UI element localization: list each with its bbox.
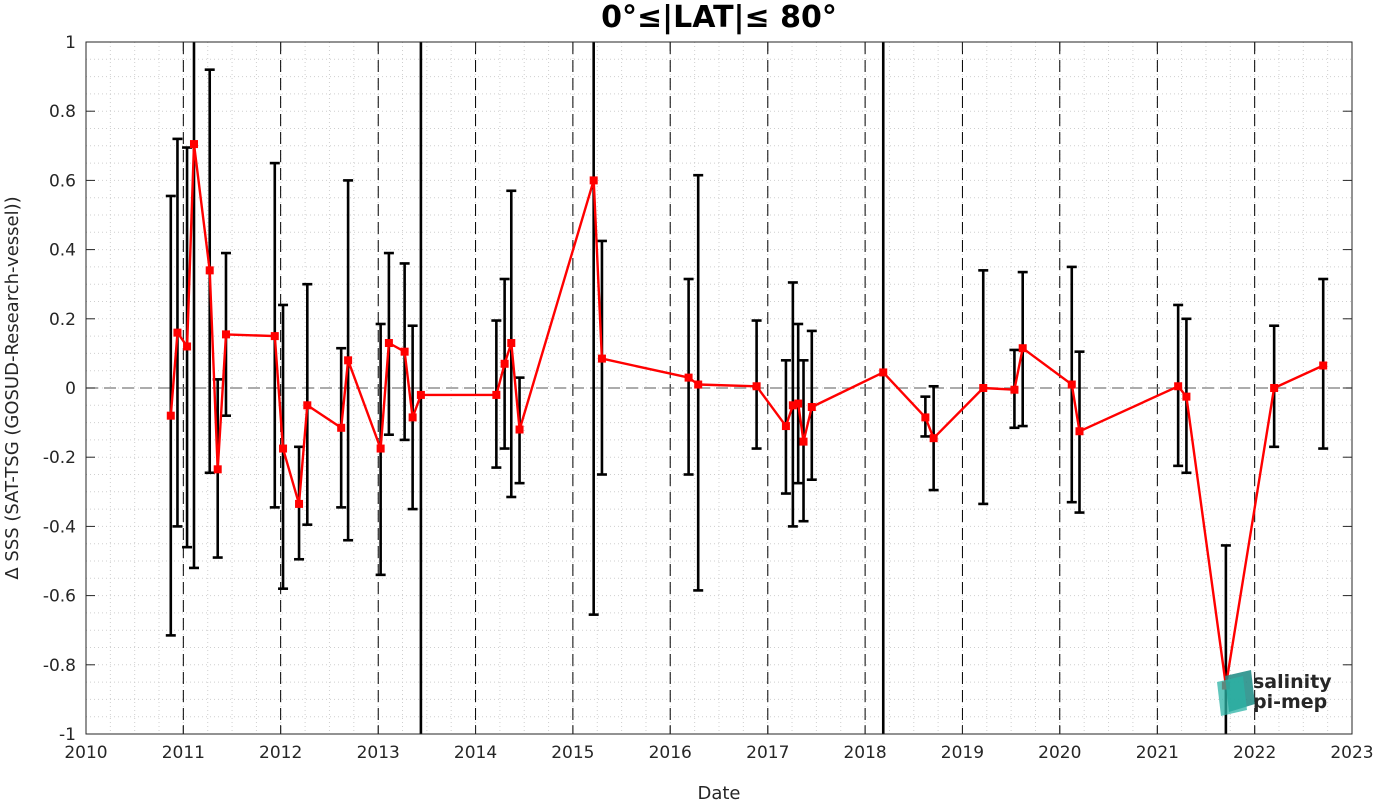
data-point-marker <box>807 403 816 412</box>
y-tick-label: 0.2 <box>49 310 76 330</box>
x-tick-label: 2014 <box>454 743 497 763</box>
x-tick-label: 2023 <box>1330 743 1373 763</box>
data-point-marker <box>337 423 346 432</box>
x-tick-label: 2013 <box>357 743 400 763</box>
y-tick-label: 0.6 <box>49 171 76 191</box>
data-point-marker <box>694 380 703 389</box>
data-point-marker <box>1270 384 1279 392</box>
x-axis-label: Date <box>697 783 740 801</box>
y-tick-label: -0.8 <box>43 656 76 676</box>
logo-text-line2: pi-mep <box>1253 691 1327 713</box>
axis-ticks: 2010 2011 2012 2013 2014 2015 2016 2017 2018 2019… <box>43 33 1374 763</box>
data-point-marker <box>500 359 509 368</box>
data-point-marker <box>1075 427 1084 436</box>
data-point-marker <box>303 401 312 410</box>
y-axis-label: Δ SSS (SAT-TSG (GOSUD-Research-vessel)) <box>2 196 23 579</box>
data-point-marker <box>384 339 393 348</box>
data-point-marker <box>921 413 930 422</box>
y-tick-label: -1 <box>59 725 76 745</box>
x-tick-label: 2016 <box>649 743 692 763</box>
data-point-marker <box>781 422 790 431</box>
data-point-marker <box>1174 382 1183 391</box>
data-point-marker <box>1018 344 1027 353</box>
data-point-marker <box>221 330 230 339</box>
x-tick-label: 2011 <box>162 743 205 763</box>
y-tick-label: -0.2 <box>43 448 76 468</box>
data-point-marker <box>684 373 693 382</box>
logo-glyph-front <box>1217 676 1247 716</box>
data-point-marker <box>270 332 279 341</box>
data-point-marker <box>1182 392 1191 401</box>
x-tick-label: 2021 <box>1136 743 1179 763</box>
y-tick-label: 0 <box>65 379 76 399</box>
data-point-marker <box>344 356 353 365</box>
data-point-marker <box>879 368 888 377</box>
data-point-marker <box>376 444 385 453</box>
data-point-marker <box>929 434 938 443</box>
data-point-marker <box>799 437 808 446</box>
data-point-marker <box>515 425 524 434</box>
data-point-marker <box>1010 385 1019 394</box>
y-tick-label: 0.8 <box>49 102 76 122</box>
data-point-marker <box>979 384 988 392</box>
data-point-marker <box>507 339 516 348</box>
x-tick-label: 2022 <box>1233 743 1276 763</box>
data-point-marker <box>166 411 175 420</box>
y-tick-label: 0.4 <box>49 241 76 261</box>
data-point-marker <box>492 390 501 399</box>
data-point-marker <box>794 399 803 408</box>
x-tick-label: 2019 <box>941 743 984 763</box>
salinity-pi-mep-logo: salinity pi-mep <box>1217 670 1332 716</box>
y-tick-label: 1 <box>65 33 76 53</box>
x-tick-label: 2015 <box>551 743 594 763</box>
y-tick-label: -0.6 <box>43 587 76 607</box>
x-tick-label: 2020 <box>1038 743 1081 763</box>
data-point-marker <box>279 444 288 453</box>
chart-title: 0°≤|LAT|≤ 80° <box>601 0 837 35</box>
logo-text-line1: salinity <box>1253 671 1332 693</box>
data-point-marker <box>416 390 425 399</box>
data-point-marker <box>400 347 409 356</box>
y-tick-label: -0.4 <box>43 517 76 537</box>
data-point-marker <box>589 176 598 185</box>
x-tick-label: 2010 <box>64 743 107 763</box>
x-tick-label: 2012 <box>259 743 302 763</box>
data-point-marker <box>752 382 761 391</box>
data-point-marker <box>213 465 222 474</box>
data-point-marker <box>183 342 192 351</box>
data-point-marker <box>205 266 214 275</box>
data-point-marker <box>295 499 304 508</box>
data-point-marker <box>408 413 417 422</box>
data-point-marker <box>1067 380 1076 389</box>
data-point-marker <box>189 140 198 149</box>
data-point-marker <box>173 328 182 337</box>
x-tick-label: 2017 <box>746 743 789 763</box>
data-markers <box>166 140 1328 690</box>
data-point-marker <box>1319 361 1328 370</box>
data-point-marker <box>597 354 606 363</box>
x-tick-label: 2018 <box>843 743 886 763</box>
